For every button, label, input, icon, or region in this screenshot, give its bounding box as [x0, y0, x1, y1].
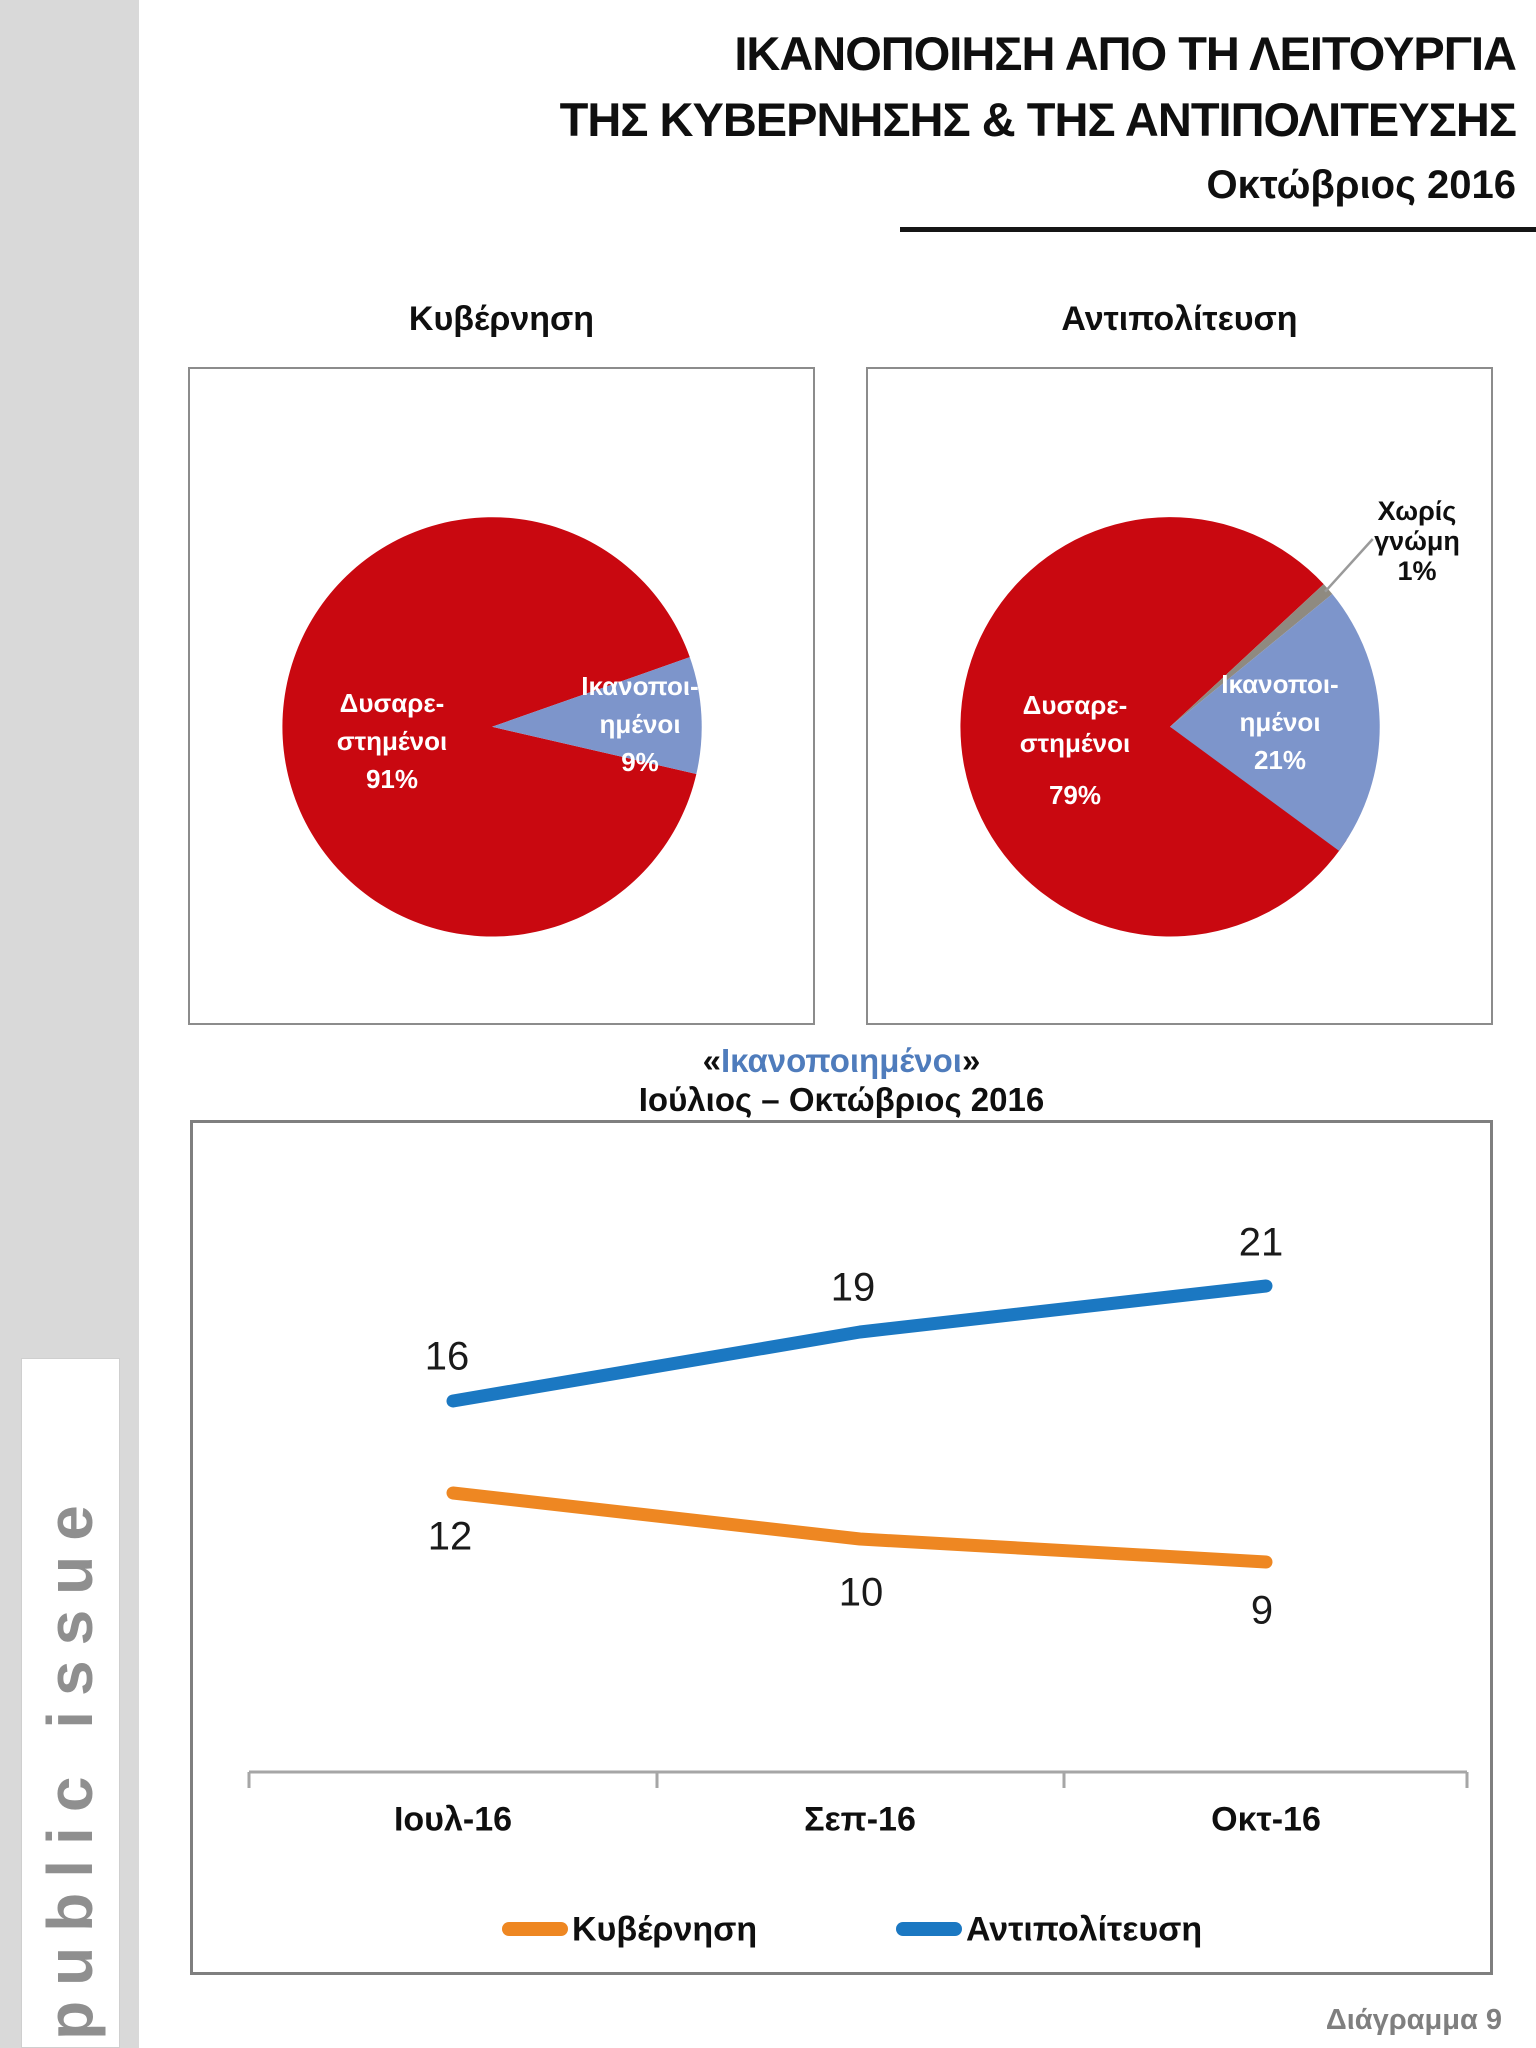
trend-line-Κυβέρνηση [446, 1486, 1273, 1569]
no-opinion-leader-line [1324, 538, 1374, 593]
trend-line-Αντιπολίτευση [446, 1279, 1273, 1408]
quote-open: « [702, 1042, 722, 1079]
x-tick-label-sep: Σεπ-16 [804, 1800, 916, 1839]
pie-label-line: ημένοι [599, 709, 681, 739]
title-rule [900, 227, 1536, 232]
trend-heading: «Ικανοποιημένοι» [190, 1042, 1493, 1080]
pie-slice-dissatisfied [282, 517, 697, 937]
pie-label-satisfied-gov: Ικανοποι- ημένοι 9% [581, 667, 698, 781]
pie-label-dissatisfied-gov: Δυσαρε- στημένοι 91% [337, 684, 447, 798]
pie-label-line: Δυσαρε- [339, 688, 445, 718]
data-label-opposition-sep: 19 [830, 1265, 876, 1310]
pie-panel-opposition: Δυσαρε- στημένοι 79% Ικανοποι- ημένοι 21… [866, 367, 1493, 1025]
legend-swatch-government [502, 1922, 568, 1936]
pie-slice-satisfied [492, 657, 702, 774]
pie-label-line: ημένοι [1239, 707, 1321, 737]
pie-label-line: Δυσαρε- [1022, 690, 1128, 720]
pie-slice-dissatisfied [960, 517, 1347, 937]
data-label-government-jul: 12 [427, 1514, 473, 1559]
logo-strip [21, 1358, 120, 2048]
pie-label-line: 91% [365, 764, 419, 794]
pie-label-line: Ικανοποι- [581, 671, 699, 701]
trend-chart-panel [190, 1120, 1493, 1975]
pie-label-line: γνώμη [1374, 526, 1460, 556]
pie-label-line: στημένοι [336, 726, 448, 756]
pie-label-line: στημένοι [1019, 728, 1131, 758]
pie-heading-opposition: Αντιπολίτευση [1061, 300, 1298, 338]
x-tick-label-oct: Οκτ-16 [1211, 1800, 1321, 1839]
data-label-government-oct: 9 [1250, 1588, 1274, 1633]
pie-label-satisfied-opp: Ικανοποι- ημένοι 21% [1221, 665, 1338, 779]
trend-heading-word: Ικανοποιημένοι [721, 1042, 962, 1079]
data-label-government-sep: 10 [838, 1570, 884, 1615]
data-label-opposition-jul: 16 [424, 1334, 470, 1379]
pie-slice-no-opinion [1170, 584, 1333, 727]
page-title-line2: ΤΗΣ ΚΥΒΕΡΝΗΣΗΣ & ΤΗΣ ΑΝΤΙΠΟΛΙΤΕΥΣΗΣ [559, 93, 1517, 146]
legend-swatch-opposition [896, 1922, 962, 1936]
pie-label-dissatisfied-opp: Δυσαρε- στημένοι 79% [1020, 686, 1130, 814]
pie-label-line: Ικανοποι- [1221, 669, 1339, 699]
page-title-line1: ΙΚΑΝΟΠΟΙΗΣΗ ΑΠΟ ΤΗ ΛΕΙΤΟΥΡΓΙΑ [734, 27, 1517, 80]
data-label-opposition-oct: 21 [1238, 1220, 1284, 1265]
figure-caption: Διάγραμμα 9 [1325, 2004, 1502, 2036]
pie-heading-government: Κυβέρνηση [408, 300, 595, 338]
legend-label-government: Κυβέρνηση [572, 1910, 758, 1949]
pie-label-line: 9% [621, 747, 659, 777]
pie-chart-government [282, 517, 702, 937]
public-issue-logo: public issue [34, 1490, 106, 2040]
pie-label-line: 1% [1397, 556, 1437, 586]
pie-label-line: 21% [1253, 745, 1307, 775]
pie-label-no-opinion: Χωρίς γνώμη 1% [1374, 496, 1460, 586]
page-title-date: Οκτώβριος 2016 [1206, 163, 1516, 207]
pie-slice-satisfied [1170, 594, 1380, 851]
x-tick-label-jul: Ιουλ-16 [393, 1800, 513, 1839]
trend-line-chart [247, 1279, 1469, 1788]
quote-close: » [961, 1042, 981, 1079]
pie-chart-opposition [960, 517, 1380, 937]
pie-label-line: 79% [1048, 780, 1102, 810]
legend-label-opposition: Αντιπολίτευση [966, 1910, 1203, 1949]
pie-panel-government: Δυσαρε- στημένοι 91% Ικανοποι- ημένοι 9% [188, 367, 815, 1025]
pie-label-line: Χωρίς [1377, 496, 1457, 526]
trend-subheading: Ιούλιος – Οκτώβριος 2016 [638, 1081, 1045, 1118]
